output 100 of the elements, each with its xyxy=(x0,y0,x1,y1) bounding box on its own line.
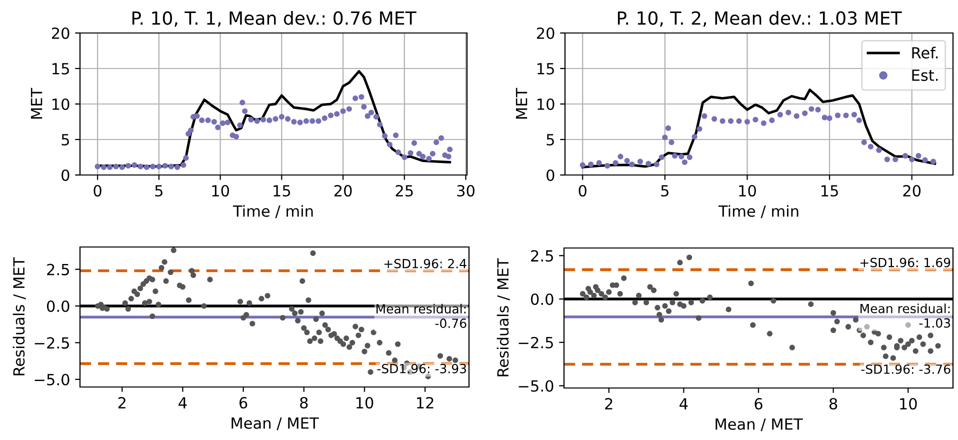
x-tick-label: 20 xyxy=(903,184,921,197)
point xyxy=(826,115,832,121)
y-tick-label: 2.5 xyxy=(47,264,69,276)
point xyxy=(794,113,800,119)
y-tick-label: 0 xyxy=(62,169,70,182)
x-tick-label: 0 xyxy=(578,184,586,197)
point xyxy=(769,118,775,124)
point xyxy=(604,162,610,169)
point xyxy=(808,106,814,112)
point xyxy=(672,153,678,159)
ref-line-label: -SD1.96: -3.76 xyxy=(861,364,950,374)
y-tick-label: −5.0 xyxy=(518,380,554,392)
x-tick-label: 2 xyxy=(118,396,126,408)
y-tick-label: 15 xyxy=(538,63,554,75)
point xyxy=(612,160,618,166)
point xyxy=(728,118,734,124)
point xyxy=(922,157,928,163)
x-tick-label: 5 xyxy=(661,185,668,197)
point xyxy=(678,154,684,160)
legend-label: Ref. xyxy=(912,46,938,59)
point xyxy=(815,106,821,112)
point xyxy=(654,162,660,168)
point xyxy=(744,118,750,125)
point xyxy=(658,154,664,160)
x-tick-label: 8 xyxy=(829,398,838,410)
point xyxy=(856,118,862,124)
x-axis-title: Time / min xyxy=(232,205,313,218)
point xyxy=(629,162,635,168)
x-tick-label: 25 xyxy=(396,184,413,197)
x-tick-label: 4 xyxy=(680,398,688,410)
point xyxy=(637,158,644,164)
y-tick-label: 20 xyxy=(52,27,70,40)
x-axis-title: Mean / MET xyxy=(232,418,319,430)
x-tick-label: 10 xyxy=(212,184,229,197)
point xyxy=(930,158,936,164)
y-axis-title: MET xyxy=(30,88,42,119)
point xyxy=(720,118,726,124)
y-tick-label: 10 xyxy=(538,98,554,110)
ref-line-label: Mean residual: -1.03 xyxy=(860,304,950,328)
point xyxy=(843,112,849,118)
y-tick-label: 10 xyxy=(52,98,70,110)
x-tick-label: 10 xyxy=(356,396,374,409)
x-axis-title: Mean / MET xyxy=(716,418,803,432)
point xyxy=(876,147,882,153)
point xyxy=(777,112,783,118)
point xyxy=(712,116,718,122)
point xyxy=(786,110,792,116)
point xyxy=(760,120,766,126)
point xyxy=(916,153,922,159)
point xyxy=(668,140,674,146)
chart-title: P. 10, T. 2, Mean dev.: 1.03 MET xyxy=(618,10,902,27)
point xyxy=(822,114,828,120)
y-axis-title: Residuals / MET xyxy=(12,257,26,376)
point xyxy=(902,153,908,159)
x-tick-label: 5 xyxy=(155,185,162,197)
x-tick-label: 8 xyxy=(300,396,308,409)
y-tick-label: 20 xyxy=(536,27,554,40)
point xyxy=(662,134,668,140)
point xyxy=(686,154,692,160)
x-axis-title: Time / min xyxy=(718,205,798,218)
point xyxy=(892,156,898,162)
y-tick-label: −2.5 xyxy=(34,337,69,349)
point xyxy=(696,126,702,132)
point xyxy=(692,134,698,140)
point xyxy=(752,116,758,122)
point xyxy=(624,158,630,164)
ref-line-label: +SD1.96: 2.4 xyxy=(384,258,466,268)
ref-line-label: -SD1.96: -3.93 xyxy=(377,364,466,374)
y-tick-label: −2.5 xyxy=(518,336,553,348)
y-tick-label: 2.5 xyxy=(531,250,553,262)
point xyxy=(884,156,890,162)
point xyxy=(580,162,586,168)
point xyxy=(736,118,742,124)
point xyxy=(909,156,915,162)
x-tick-label: 20 xyxy=(334,184,352,197)
point xyxy=(596,160,602,166)
y-axis-title: Residuals / MET xyxy=(496,258,510,376)
x-tick-label: 0 xyxy=(94,184,102,197)
y-tick-label: 0.0 xyxy=(530,293,554,306)
x-tick-label: 12 xyxy=(417,396,434,408)
y-axis-title: MET xyxy=(516,88,528,119)
point xyxy=(665,125,671,131)
point xyxy=(802,110,808,116)
point xyxy=(646,160,652,166)
point xyxy=(861,140,867,146)
point xyxy=(682,159,688,165)
legend-label: Est. xyxy=(912,70,938,81)
y-tick-label: 15 xyxy=(52,63,69,75)
y-tick-label: 5 xyxy=(546,134,554,146)
chart-title: P. 10, T. 1, Mean dev.: 0.76 MET xyxy=(132,10,416,27)
point xyxy=(618,154,624,160)
y-tick-label: 0.0 xyxy=(46,300,70,312)
x-tick-label: 2 xyxy=(605,398,612,410)
ref-line-label: +SD1.96: 1.69 xyxy=(860,258,950,268)
x-tick-label: 6 xyxy=(754,398,762,410)
point xyxy=(851,112,858,118)
x-tick-label: 10 xyxy=(739,184,756,197)
y-tick-label: 0 xyxy=(546,169,554,182)
x-tick-label: 6 xyxy=(240,396,248,409)
point xyxy=(588,162,594,168)
